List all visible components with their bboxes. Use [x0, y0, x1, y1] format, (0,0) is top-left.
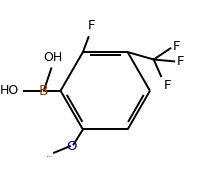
Text: B: B — [39, 84, 49, 98]
Text: F: F — [88, 19, 95, 32]
Text: F: F — [164, 79, 171, 92]
Text: OH: OH — [43, 51, 63, 64]
Text: F: F — [173, 40, 181, 53]
Text: F: F — [177, 55, 184, 68]
Text: methoxy: methoxy — [47, 156, 54, 157]
Text: O: O — [67, 140, 77, 153]
Text: HO: HO — [0, 84, 19, 97]
